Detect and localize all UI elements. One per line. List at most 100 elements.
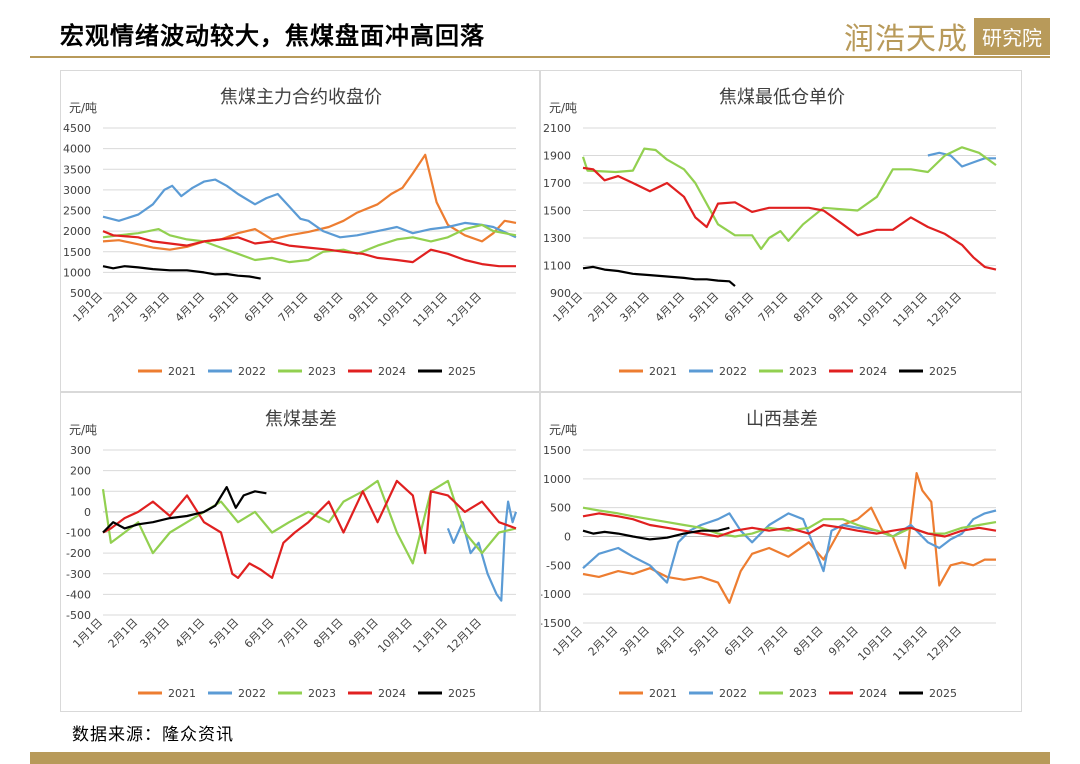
chart2-x-tick-label: 3月1日 bbox=[137, 616, 172, 651]
chart2-x-tick-label: 2月1日 bbox=[106, 616, 141, 651]
chart3-y-tick-label: 0 bbox=[564, 531, 571, 544]
chart1-y-tick-label: 1100 bbox=[543, 260, 571, 273]
chart3-y-tick-label: -500 bbox=[546, 559, 571, 572]
chart2-series-2024 bbox=[102, 479, 517, 579]
chart0-series-2023 bbox=[102, 223, 517, 264]
chart2-legend-label-2022: 2022 bbox=[238, 687, 266, 700]
chart1-series-2025 bbox=[582, 265, 736, 287]
chart2-y-tick-label: 200 bbox=[70, 465, 91, 478]
chart0-y-tick-label: 4000 bbox=[63, 143, 91, 156]
chart2-y-tick-label: -100 bbox=[66, 527, 91, 540]
chart0-y-tick-label: 1500 bbox=[63, 246, 91, 259]
chart1-x-tick-label: 2月1日 bbox=[586, 290, 621, 325]
chart0-legend-label-2021: 2021 bbox=[168, 365, 196, 378]
chart0-x-tick-label: 6月1日 bbox=[242, 290, 277, 325]
chart0-legend-label-2022: 2022 bbox=[238, 365, 266, 378]
chart-panel-shanxi-basis: 山西基差 元/吨 -1500 -1000 -500 0 500 1000 1500 1月1日 2月1… bbox=[540, 392, 1022, 712]
chart2-legend-label-2021: 2021 bbox=[168, 687, 196, 700]
footer-bar bbox=[30, 752, 1050, 764]
chart1-legend-label-2023: 2023 bbox=[789, 365, 817, 378]
chart-panel-main-contract-price: 焦煤主力合约收盘价 元/吨 500 1000 1500 2000 2500 3000 3500 4… bbox=[60, 70, 540, 392]
chart2-y-tick-label: -300 bbox=[66, 568, 91, 581]
chart1-series-2024 bbox=[582, 166, 997, 271]
chart3-series-2025 bbox=[582, 526, 730, 541]
chart3-unit-label: 元/吨 bbox=[549, 423, 577, 437]
chart3-x-tick-label: 5月1日 bbox=[687, 624, 722, 659]
chart2-series-2022 bbox=[446, 500, 518, 602]
chart0-x-tick-label: 10月1日 bbox=[375, 290, 415, 330]
chart1-x-tick-label: 3月1日 bbox=[617, 290, 652, 325]
chart-min-warehouse-price: 焦煤最低仓单价元/吨9001100130015001700190021001月1… bbox=[543, 87, 997, 378]
chart3-y-tick-label: 500 bbox=[550, 502, 571, 515]
chart3-legend-label-2022: 2022 bbox=[719, 687, 747, 700]
chart1-x-tick-label: 7月1日 bbox=[756, 290, 791, 325]
chart1-x-tick-label: 8月1日 bbox=[791, 290, 826, 325]
chart2-y-tick-label: 100 bbox=[70, 485, 91, 498]
chart0-y-tick-label: 500 bbox=[70, 287, 91, 300]
chart0-x-tick-label: 5月1日 bbox=[207, 290, 242, 325]
chart0-x-tick-label: 8月1日 bbox=[311, 290, 346, 325]
chart3-y-tick-label: -1000 bbox=[541, 588, 571, 601]
chart1-title: 焦煤最低仓单价 bbox=[719, 87, 845, 108]
chart2-legend-label-2024: 2024 bbox=[378, 687, 406, 700]
chart1-y-tick-label: 900 bbox=[550, 287, 571, 300]
chart2-x-tick-label: 10月1日 bbox=[375, 616, 415, 656]
logo-brand-text: 润浩天成 bbox=[844, 22, 968, 57]
chart2-y-tick-label: 300 bbox=[70, 444, 91, 457]
chart3-legend-label-2025: 2025 bbox=[929, 687, 957, 700]
chart1-x-tick-label: 6月1日 bbox=[722, 290, 757, 325]
chart0-y-tick-label: 1000 bbox=[63, 266, 91, 279]
chart0-x-tick-label: 4月1日 bbox=[173, 290, 208, 325]
chart2-x-tick-label: 7月1日 bbox=[276, 616, 311, 651]
chart1-y-tick-label: 1700 bbox=[543, 177, 571, 190]
chart0-y-tick-label: 4500 bbox=[63, 122, 91, 135]
chart1-x-tick-label: 10月1日 bbox=[855, 290, 895, 330]
chart0-legend-label-2024: 2024 bbox=[378, 365, 406, 378]
chart0-x-tick-label: 7月1日 bbox=[276, 290, 311, 325]
chart2-x-tick-label: 5月1日 bbox=[207, 616, 242, 651]
chart1-y-tick-label: 1300 bbox=[543, 232, 571, 245]
chart2-x-tick-label: 6月1日 bbox=[242, 616, 277, 651]
chart3-legend-label-2023: 2023 bbox=[789, 687, 817, 700]
chart-coking-coal-basis: 焦煤基差元/吨-500-400-300-200-10001002003001月1… bbox=[66, 409, 518, 700]
chart0-series-2021 bbox=[102, 153, 517, 251]
chart0-y-tick-label: 2000 bbox=[63, 225, 91, 238]
logo-box-text: 研究院 bbox=[974, 17, 1050, 55]
chart-panel-coking-coal-basis: 焦煤基差 元/吨 -500 -400 -300 -200 -100 0 100 200 300 1月1… bbox=[60, 392, 540, 712]
chart1-series-2022 bbox=[927, 151, 996, 168]
company-logo: 润浩天成 研究院 bbox=[844, 14, 1050, 58]
chart2-x-tick-label: 11月1日 bbox=[410, 616, 450, 656]
chart2-y-tick-label: -200 bbox=[66, 547, 91, 560]
chart3-x-tick-label: 11月1日 bbox=[890, 624, 930, 664]
chart1-series-2023 bbox=[581, 146, 997, 251]
chart2-x-tick-label: 4月1日 bbox=[173, 616, 208, 651]
title-divider bbox=[30, 56, 1050, 58]
chart0-y-tick-label: 3500 bbox=[63, 163, 91, 176]
chart0-series-2022 bbox=[102, 178, 517, 239]
chart2-title: 焦煤基差 bbox=[265, 409, 337, 430]
chart1-x-tick-label: 5月1日 bbox=[687, 290, 722, 325]
chart3-title: 山西基差 bbox=[746, 409, 818, 430]
chart2-x-tick-label: 8月1日 bbox=[311, 616, 346, 651]
chart2-legend-label-2025: 2025 bbox=[448, 687, 476, 700]
chart3-y-tick-label: 1000 bbox=[543, 473, 571, 486]
chart2-legend-label-2023: 2023 bbox=[308, 687, 336, 700]
chart0-legend-label-2023: 2023 bbox=[308, 365, 336, 378]
chart0-x-tick-label: 11月1日 bbox=[410, 290, 450, 330]
chart0-title: 焦煤主力合约收盘价 bbox=[220, 87, 382, 108]
chart0-y-tick-label: 3000 bbox=[63, 184, 91, 197]
chart1-x-tick-label: 11月1日 bbox=[890, 290, 930, 330]
chart3-y-tick-label: -1500 bbox=[541, 617, 571, 630]
chart0-y-tick-label: 2500 bbox=[63, 205, 91, 218]
chart2-series-2023 bbox=[101, 479, 517, 565]
chart3-x-tick-label: 12月1日 bbox=[924, 624, 964, 664]
chart1-x-tick-label: 12月1日 bbox=[924, 290, 964, 330]
chart1-legend-label-2025: 2025 bbox=[929, 365, 957, 378]
chart0-x-tick-label: 2月1日 bbox=[106, 290, 141, 325]
chart3-series-2024 bbox=[582, 512, 997, 538]
chart2-unit-label: 元/吨 bbox=[69, 423, 97, 437]
chart0-series-2024 bbox=[102, 230, 516, 268]
chart3-x-tick-label: 10月1日 bbox=[855, 624, 895, 664]
chart3-y-tick-label: 1500 bbox=[543, 444, 571, 457]
